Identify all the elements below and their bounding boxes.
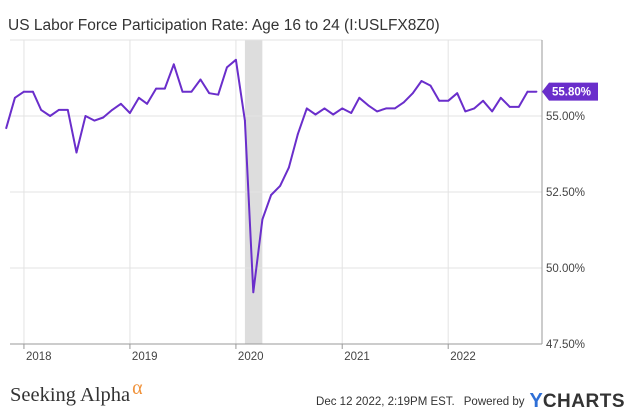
y-tick-label: 52.50% [546, 187, 585, 199]
data-point [208, 92, 211, 95]
ycharts-wordmark: CHARTS [542, 390, 625, 412]
data-point [66, 109, 69, 111]
last-value-label: 55.80% [552, 87, 591, 99]
x-tick-label: 2021 [344, 351, 370, 363]
data-point [163, 87, 166, 90]
data-point [111, 109, 114, 111]
data-point [172, 63, 175, 66]
label-layer: 47.50% 50.00% 52.50% 55.00% 2018 2019 2020 2021… [26, 82, 598, 363]
data-point [190, 90, 193, 93]
data-point [32, 90, 34, 93]
data-point [296, 133, 299, 136]
data-point [350, 112, 353, 114]
x-tick-label: 2019 [132, 351, 158, 363]
data-point [323, 107, 326, 110]
data-point [199, 78, 202, 81]
data-point [429, 84, 432, 87]
data-point [279, 185, 281, 187]
data-point [261, 218, 264, 221]
y-tick-label: 50.00% [546, 263, 585, 275]
data-point [341, 107, 344, 110]
data-point [385, 107, 387, 110]
data-point [40, 109, 42, 111]
data-point [376, 110, 378, 113]
seeking-alpha-logo[interactable]: Seeking Alpha α [10, 377, 143, 407]
axis-layer [10, 40, 543, 349]
data-point [235, 58, 237, 61]
data-point [102, 116, 105, 119]
data-point [84, 115, 87, 117]
x-tick-label: 2022 [450, 351, 476, 363]
data-point [499, 96, 502, 99]
x-tick-label: 2020 [238, 351, 264, 363]
ycharts-y-mark: Y [529, 390, 543, 412]
chart-title: US Labor Force Participation Rate: Age 1… [8, 17, 440, 34]
data-point [93, 119, 96, 122]
data-point [535, 90, 538, 93]
data-point [508, 106, 511, 108]
y-tick-label: 47.50% [546, 339, 585, 351]
data-point [270, 194, 272, 196]
data-point [420, 80, 423, 82]
x-tick-label: 2018 [26, 351, 52, 363]
last-value-tag [542, 82, 598, 101]
data-point [120, 102, 122, 105]
data-point [129, 112, 131, 114]
data-point [252, 291, 255, 294]
data-point [358, 96, 361, 99]
data-point [314, 113, 317, 116]
data-point [155, 87, 158, 90]
data-point [49, 115, 51, 117]
grid-layer [10, 39, 542, 345]
series-layer [5, 58, 538, 294]
data-point [75, 151, 78, 154]
powered-by-text: Powered by [463, 395, 525, 408]
data-point [402, 101, 405, 104]
seeking-alpha-text: Seeking Alpha [10, 384, 131, 406]
data-point [482, 99, 484, 102]
data-point [491, 110, 493, 113]
data-point [332, 113, 335, 116]
data-point [217, 93, 220, 96]
timestamp: Dec 12 2022, 2:19PM EST. [316, 395, 455, 408]
data-point [473, 107, 476, 110]
data-point [146, 102, 149, 105]
data-point [526, 90, 529, 93]
footer: Seeking Alpha α Dec 12 2022, 2:19PM EST. … [0, 377, 635, 417]
data-point [456, 92, 459, 95]
data-point [367, 104, 370, 107]
y-tick-label: 55.00% [546, 111, 585, 123]
data-point [23, 90, 25, 93]
data-point [181, 90, 184, 93]
data-point [305, 107, 308, 110]
series-line [5, 58, 537, 294]
data-point [226, 66, 228, 69]
data-point [287, 166, 290, 169]
data-point [411, 92, 414, 95]
data-point [138, 96, 140, 99]
data-point [447, 99, 450, 102]
data-point [14, 96, 16, 99]
data-point [57, 109, 60, 111]
ycharts-logo[interactable]: Y CHARTS [529, 390, 625, 413]
data-point [5, 127, 8, 130]
line-chart: 47.50% 50.00% 52.50% 55.00% 2018 2019 2020 2021… [5, 39, 598, 363]
alpha-symbol: α [132, 377, 143, 399]
data-point [244, 119, 246, 122]
data-point [464, 110, 467, 113]
data-point [393, 107, 396, 110]
data-point [438, 99, 441, 102]
data-point [517, 106, 520, 108]
footer-credits: Dec 12 2022, 2:19PM EST. Powered by Y CHA… [316, 390, 625, 413]
